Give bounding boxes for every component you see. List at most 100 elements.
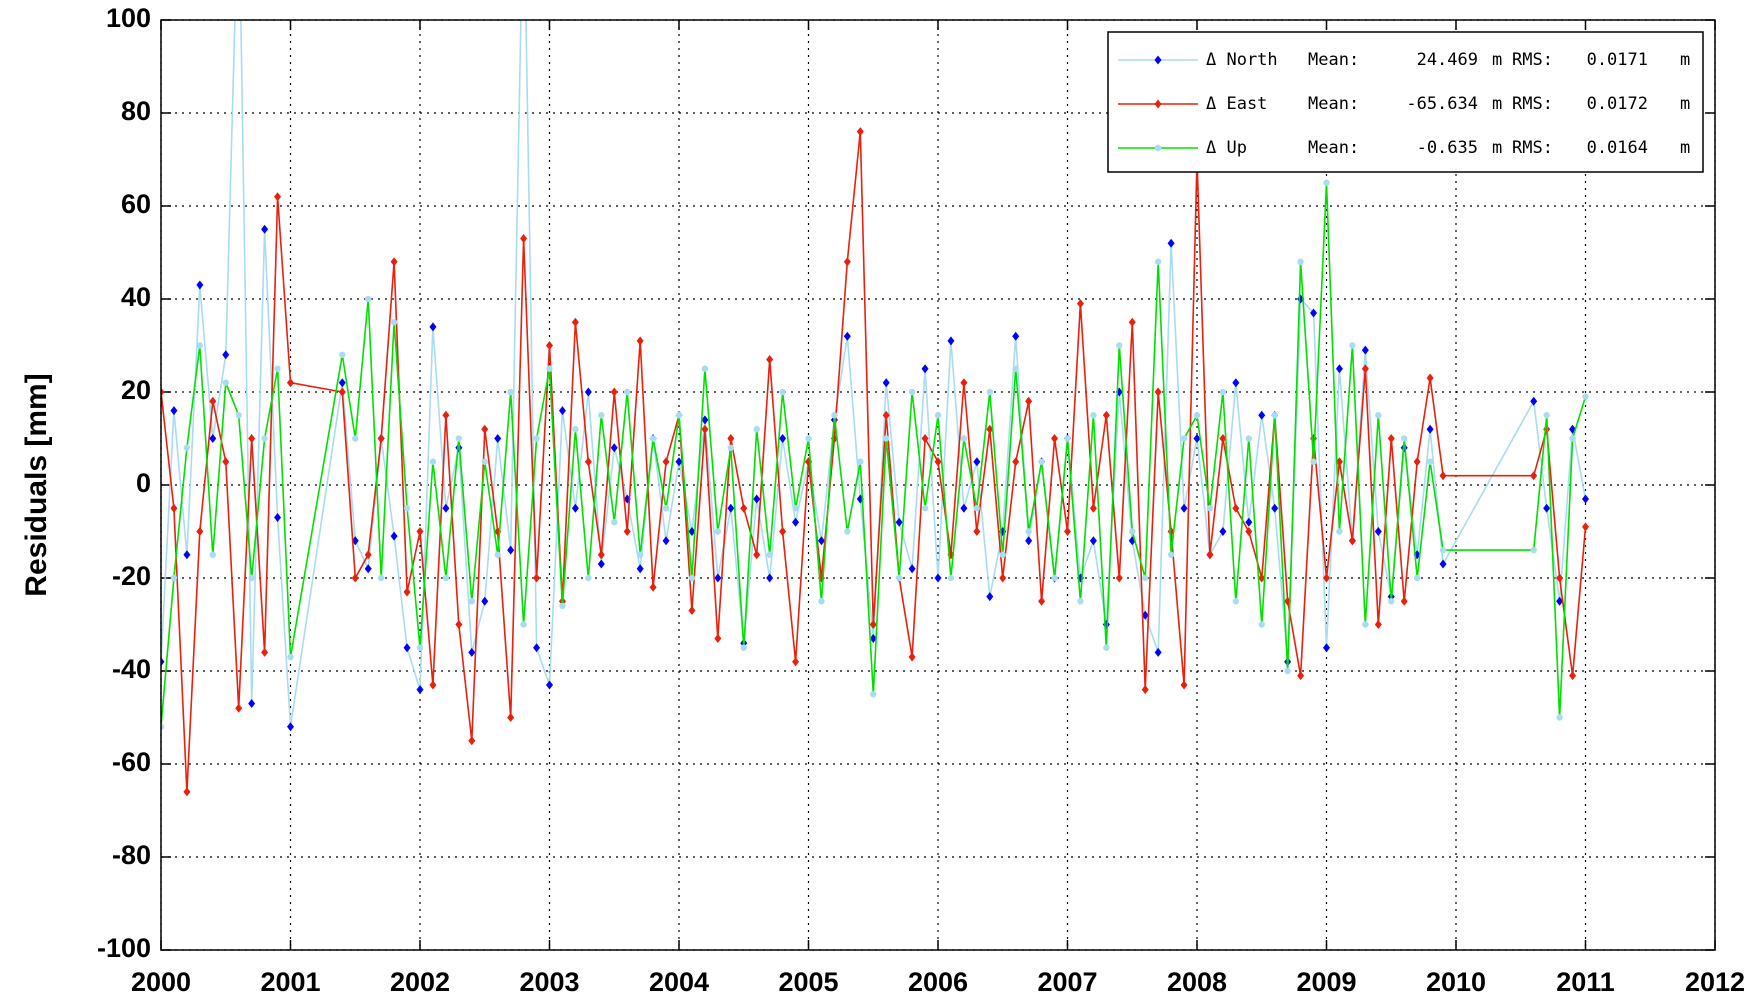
data-point: [882, 378, 890, 388]
legend-rms: 0.0172: [1587, 94, 1648, 114]
data-point: [1154, 258, 1162, 265]
data-point: [442, 503, 450, 513]
data-point: [429, 458, 437, 465]
data-point: [675, 412, 683, 419]
data-point: [1064, 435, 1071, 442]
data-point: [843, 257, 851, 267]
data-point: [1064, 527, 1071, 536]
data-point: [494, 434, 502, 443]
data-point: [1038, 458, 1045, 465]
data-point: [494, 551, 501, 558]
legend-label: Δ Up: [1206, 138, 1247, 158]
y-axis-label: Residuals [mm]: [20, 373, 53, 596]
data-point: [546, 680, 553, 690]
y-tick-label: -80: [112, 840, 151, 870]
data-point: [390, 531, 398, 541]
data-point: [688, 527, 696, 536]
data-point: [338, 378, 346, 388]
data-point: [533, 435, 540, 442]
data-point: [1556, 596, 1564, 606]
data-point: [895, 517, 903, 527]
data-point: [1154, 387, 1162, 397]
data-point: [973, 527, 981, 536]
x-tick-label: 2007: [1037, 967, 1097, 997]
y-tick-label: 0: [136, 468, 151, 498]
data-point: [248, 699, 256, 709]
data-point: [339, 351, 346, 358]
data-point: [986, 592, 994, 602]
data-point: [662, 505, 670, 512]
data-point: [1115, 573, 1123, 583]
data-point: [882, 410, 890, 420]
data-point: [559, 602, 566, 610]
data-point: [1530, 396, 1538, 406]
data-point: [766, 573, 774, 583]
legend-box: [1107, 31, 1704, 173]
data-point: [1128, 317, 1136, 327]
data-point: [170, 503, 178, 513]
data-point: [1374, 620, 1382, 629]
data-point: [1400, 596, 1408, 606]
x-tick-label: 2006: [908, 967, 968, 997]
data-point: [1439, 546, 1447, 554]
data-point: [688, 574, 696, 582]
data-point: [338, 387, 346, 397]
data-point: [584, 457, 592, 467]
data-point: [908, 652, 916, 662]
data-point: [585, 574, 592, 582]
legend-label: Δ North: [1206, 50, 1278, 70]
legend-mean-label: Mean:: [1308, 138, 1359, 158]
data-point: [170, 406, 178, 416]
data-point: [468, 598, 475, 605]
data-point: [1193, 412, 1201, 419]
data-point: [636, 336, 644, 346]
data-point: [390, 319, 398, 326]
data-point: [222, 379, 229, 386]
data-point: [235, 703, 243, 713]
data-point: [1180, 680, 1188, 690]
y-tick-label: -60: [112, 747, 151, 777]
data-point: [779, 434, 787, 443]
data-point: [934, 573, 942, 583]
data-point: [1426, 458, 1434, 465]
data-point: [1038, 596, 1046, 606]
data-point: [222, 457, 230, 467]
data-point: [287, 722, 294, 732]
data-point: [1556, 714, 1563, 721]
data-point: [597, 550, 605, 560]
data-point: [818, 598, 825, 605]
data-point: [934, 457, 942, 467]
legend-label: Δ East: [1206, 94, 1267, 114]
y-tick-label: 40: [121, 282, 151, 312]
legend-mean-label: Mean:: [1308, 94, 1359, 114]
data-point: [934, 412, 942, 419]
x-tick-label: 2009: [1296, 967, 1356, 997]
data-point: [1103, 644, 1110, 651]
data-point: [274, 513, 282, 523]
y-tick-label: -40: [112, 654, 151, 684]
data-point: [740, 503, 748, 513]
data-point: [1089, 536, 1097, 546]
data-point: [170, 574, 178, 582]
data-point: [869, 620, 877, 629]
data-point: [1193, 434, 1201, 443]
data-point: [1154, 647, 1162, 657]
data-point: [183, 550, 191, 560]
x-tick-label: 2001: [260, 967, 320, 997]
data-point: [986, 388, 993, 396]
data-point: [546, 365, 553, 372]
data-point: [843, 331, 851, 341]
data-point: [779, 527, 787, 536]
data-point: [624, 388, 631, 396]
legend-unit: m: [1680, 138, 1690, 158]
data-point: [1530, 546, 1537, 554]
data-point: [261, 647, 269, 657]
data-point: [481, 596, 489, 606]
data-point: [636, 551, 644, 558]
legend-marker: [1154, 99, 1162, 109]
data-point: [1426, 424, 1434, 434]
data-point: [714, 573, 722, 583]
data-point: [520, 234, 528, 244]
data-point: [792, 657, 800, 667]
